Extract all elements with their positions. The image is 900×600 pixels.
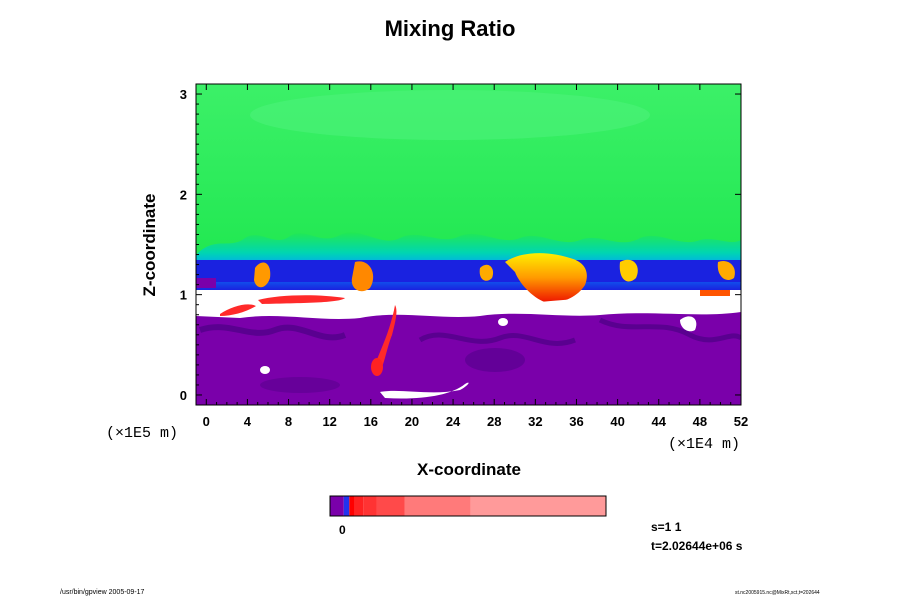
colorbar-segment — [354, 496, 364, 516]
x-unit-label: (×1E4 m) — [668, 436, 741, 453]
y-tick-label: 3 — [180, 87, 187, 102]
colorbar-segment — [404, 496, 471, 516]
t-info-label: t=2.02644e+06 s — [651, 539, 743, 553]
x-tick-label: 28 — [487, 414, 501, 429]
footer-right-text: st.nc2005915.nc@MixRt,xct,t=202644 — [735, 590, 820, 596]
x-tick-label: 44 — [652, 414, 667, 429]
z-unit-label: (×1E5 m) — [106, 425, 179, 442]
colorbar-segment — [349, 496, 355, 516]
colorbar-segment — [363, 496, 377, 516]
footer-left-text: /usr/bin/gpview 2005-09-17 — [60, 589, 145, 596]
x-tick-label: 12 — [322, 414, 336, 429]
x-tick-label: 16 — [364, 414, 378, 429]
colorbar-segment — [330, 496, 344, 516]
colorbar-zero-label: 0 — [339, 523, 346, 537]
y-tick-label: 0 — [180, 388, 187, 403]
x-tick-label: 36 — [569, 414, 583, 429]
colorbar-frame — [329, 495, 607, 517]
field-warm-plume — [505, 253, 587, 303]
colorbar-segment — [470, 496, 606, 516]
y-axis: 0 1 2 3 — [180, 87, 741, 403]
x-tick-label: 20 — [405, 414, 419, 429]
x-tick-label: 24 — [446, 414, 461, 429]
y-tick-label: 2 — [180, 187, 187, 202]
x-tick-label: 8 — [285, 414, 292, 429]
y-axis-label: Z-coordinate — [140, 193, 159, 297]
x-tick-label: 40 — [610, 414, 624, 429]
y-tick-label: 1 — [180, 288, 187, 303]
x-axis: 0 4 8 12 16 20 24 28 32 36 40 44 48 52 — [203, 84, 748, 429]
heatmap-field — [196, 84, 741, 405]
s-info-label: s=1 1 — [651, 520, 682, 534]
colorbar-segment — [376, 496, 405, 516]
field-red-streak-2 — [374, 305, 397, 374]
x-tick-label: 0 — [203, 414, 210, 429]
chart-title: Mixing Ratio — [384, 16, 516, 41]
colorbar — [329, 495, 607, 517]
x-axis-label: X-coordinate — [417, 460, 521, 479]
x-tick-label: 32 — [528, 414, 542, 429]
x-tick-label: 48 — [693, 414, 707, 429]
colorbar-segment — [343, 496, 350, 516]
x-tick-label: 52 — [734, 414, 748, 429]
x-tick-label: 4 — [244, 414, 252, 429]
field-red-streak-1 — [258, 295, 345, 304]
